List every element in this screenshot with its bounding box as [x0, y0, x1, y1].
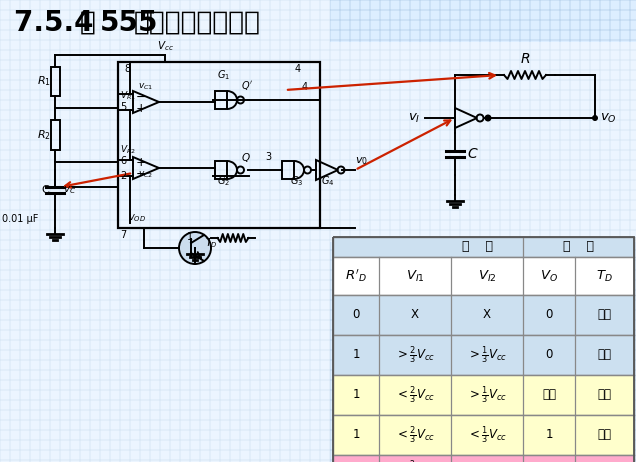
Bar — [0, 0, 330, 462]
Text: 1: 1 — [187, 232, 193, 242]
Text: 1: 1 — [352, 348, 360, 361]
Bar — [333, 237, 634, 257]
Bar — [330, 42, 636, 242]
Text: $V_{cc}$: $V_{cc}$ — [157, 39, 174, 53]
Text: $<\frac{2}{3}V_{cc}$: $<\frac{2}{3}V_{cc}$ — [395, 424, 435, 446]
Text: $v_C$: $v_C$ — [63, 184, 76, 196]
Text: $G_1$: $G_1$ — [217, 68, 230, 82]
Circle shape — [592, 115, 598, 121]
Text: R: R — [520, 52, 530, 66]
Bar — [50, 120, 60, 150]
Text: $G_4$: $G_4$ — [321, 174, 335, 188]
Text: X: X — [483, 309, 491, 322]
Text: $V_O$: $V_O$ — [540, 268, 558, 284]
Text: −: − — [136, 91, 146, 103]
Text: $>\frac{2}{3}V_{cc}$: $>\frac{2}{3}V_{cc}$ — [396, 458, 434, 462]
Text: $v_O$: $v_O$ — [600, 111, 617, 125]
Text: 1: 1 — [545, 428, 553, 442]
Bar — [333, 335, 634, 375]
Bar — [118, 62, 320, 228]
Bar — [333, 415, 634, 455]
Text: $V_{I2}$: $V_{I2}$ — [478, 268, 496, 284]
Text: $<\frac{1}{3}V_{cc}$: $<\frac{1}{3}V_{cc}$ — [467, 424, 507, 446]
Text: 4: 4 — [295, 64, 301, 74]
Text: $>\frac{1}{3}V_{cc}$: $>\frac{1}{3}V_{cc}$ — [467, 384, 507, 406]
Text: $R_1$: $R_1$ — [37, 74, 51, 88]
Text: 接成多谐振荡电路: 接成多谐振荡电路 — [134, 10, 261, 36]
Text: 6: 6 — [120, 156, 126, 166]
Text: $>\frac{2}{3}V_{cc}$: $>\frac{2}{3}V_{cc}$ — [395, 344, 435, 366]
Text: 用: 用 — [80, 10, 96, 36]
Circle shape — [485, 115, 492, 122]
Text: 导通: 导通 — [597, 309, 611, 322]
Circle shape — [179, 232, 211, 264]
Text: $V_{R1}$: $V_{R1}$ — [120, 89, 136, 102]
Bar — [282, 161, 294, 179]
Text: $R'_D$: $R'_D$ — [345, 267, 367, 284]
Text: 7: 7 — [120, 230, 127, 240]
Text: 7.5.4: 7.5.4 — [14, 9, 103, 37]
Text: $<\frac{2}{3}V_{cc}$: $<\frac{2}{3}V_{cc}$ — [395, 384, 435, 406]
Text: $v_{C2}$: $v_{C2}$ — [138, 169, 153, 180]
Text: X: X — [411, 309, 419, 322]
Text: 1: 1 — [352, 428, 360, 442]
Bar — [215, 161, 227, 179]
Text: $V_{R2}$: $V_{R2}$ — [120, 143, 136, 156]
Text: $G_3$: $G_3$ — [290, 174, 303, 188]
Text: 不变: 不变 — [597, 389, 611, 401]
Text: $V_{I1}$: $V_{I1}$ — [406, 268, 424, 284]
Text: $Q$: $Q$ — [241, 151, 251, 164]
Text: $Q'$: $Q'$ — [241, 79, 253, 92]
Bar — [333, 375, 634, 415]
Text: −: − — [136, 168, 146, 181]
Text: $T_D$: $T_D$ — [596, 268, 613, 284]
Text: 输    出: 输 出 — [563, 241, 594, 254]
Text: C: C — [467, 147, 477, 161]
Text: $v_I$: $v_I$ — [408, 111, 420, 125]
Text: 4: 4 — [302, 82, 308, 92]
Text: 5: 5 — [120, 102, 127, 112]
Bar — [333, 295, 634, 335]
Bar — [333, 257, 634, 295]
Text: 3: 3 — [265, 152, 271, 162]
Text: 0: 0 — [545, 348, 553, 361]
Text: 8: 8 — [124, 64, 130, 74]
Text: $v_{C1}$: $v_{C1}$ — [138, 81, 153, 91]
Text: $T_D$: $T_D$ — [205, 236, 218, 250]
Text: 1: 1 — [352, 389, 360, 401]
Text: 2: 2 — [120, 171, 127, 181]
Text: $v_0$: $v_0$ — [355, 155, 368, 167]
Bar — [333, 237, 634, 462]
Text: $>\frac{1}{3}V_{cc}$: $>\frac{1}{3}V_{cc}$ — [467, 344, 507, 366]
Text: $v_{OD}$: $v_{OD}$ — [128, 212, 146, 224]
Bar — [333, 455, 634, 462]
Bar — [50, 67, 60, 96]
Text: C: C — [41, 185, 49, 195]
Text: 截止: 截止 — [597, 428, 611, 442]
Text: +: + — [136, 102, 147, 115]
Text: $G_2$: $G_2$ — [217, 174, 230, 188]
Text: 0.01 μF: 0.01 μF — [2, 214, 38, 224]
Text: +: + — [136, 157, 147, 170]
Text: $R_2$: $R_2$ — [37, 128, 51, 142]
Bar — [215, 91, 227, 109]
Text: 不变: 不变 — [542, 389, 556, 401]
Text: 555: 555 — [100, 9, 158, 37]
Text: 0: 0 — [545, 309, 553, 322]
Text: 0: 0 — [352, 309, 360, 322]
Text: 导通: 导通 — [597, 348, 611, 361]
Text: 输    入: 输 入 — [462, 241, 492, 254]
